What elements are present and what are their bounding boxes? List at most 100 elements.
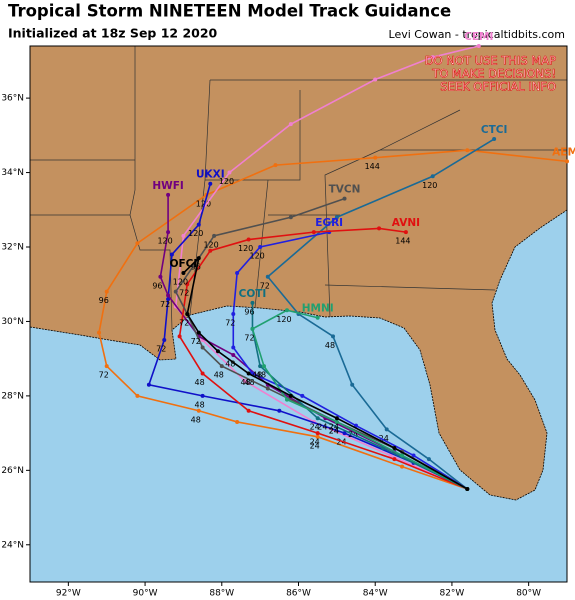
hour-label: 72 [260,281,270,290]
track-point [430,55,435,60]
track-point [185,282,190,287]
track-point [377,226,382,231]
track-point [403,230,408,235]
hour-label: 120 [173,278,188,287]
x-tick-label: 84°W [363,589,388,599]
track-point [388,453,393,458]
track-point [311,230,316,235]
track-point [246,408,251,413]
track-line [178,227,468,490]
hour-label: 72 [225,319,235,328]
track-point [135,241,140,246]
track-point [181,233,186,238]
track-point [246,371,251,376]
y-tick-label: 28°N [1,391,24,401]
track-point [284,397,289,402]
hour-label: 72 [156,345,166,354]
track-point [384,427,389,432]
hour-label: 48 [244,378,254,387]
track-point [250,300,255,305]
track-point [277,408,282,413]
hour-label: 48 [256,371,266,380]
hour-label: 24 [329,426,339,435]
track-point [265,274,270,279]
x-tick-label: 88°W [209,589,234,599]
track-point [392,457,397,462]
warning-line: TO MAKE DECISIONS! [431,67,556,81]
credit: Levi Cowan - tropicaltidbits.com [389,28,565,41]
hour-label: 72 [179,289,189,298]
track-point [212,233,217,238]
track-point [426,457,431,462]
track-point [315,315,320,320]
track-point [169,252,174,257]
track-point [135,393,140,398]
track-point [177,334,182,339]
track-point [231,352,236,357]
hour-label: 48 [195,400,205,409]
track-point [196,330,201,335]
track-point [315,431,320,436]
track-point [185,312,190,316]
track-point [273,163,278,168]
hour-label: 24 [310,441,320,450]
track-point [265,386,270,391]
track-line [266,138,495,490]
track-line [159,194,468,490]
title: Tropical Storm NINETEEN Model Track Guid… [8,2,451,21]
hour-label: 96 [99,296,109,305]
track-point [331,334,336,339]
track-point [430,174,435,179]
hour-label: 72 [160,300,170,309]
track-point [350,382,355,387]
hour-label: 72 [244,333,254,342]
y-tick-label: 32°N [1,243,24,253]
track-point [342,196,347,201]
track-point [284,308,289,313]
track-point [258,245,263,249]
track-point [200,345,205,350]
track-point [166,293,171,298]
model-label: EGRI [315,217,343,229]
warning-line: SEEK OFFICIAL INFO [440,80,556,94]
hour-label: 48 [252,371,262,380]
hour-label: 144 [395,237,410,246]
x-tick-label: 90°W [133,589,158,599]
track-point [400,453,405,458]
hour-label: 24 [310,423,320,432]
track-point [250,326,255,331]
track-point [465,486,470,491]
hour-label: 24 [329,426,339,435]
hour-label: 96 [152,281,162,290]
track-point [354,423,359,428]
track-point [235,271,240,276]
track-point [565,159,569,164]
track-point [373,155,378,160]
track-point [181,271,186,276]
track-line [232,231,468,490]
track-point [215,349,220,354]
track-point [208,248,213,253]
track-point [173,289,178,294]
track-point [200,393,205,398]
track-point [288,215,293,220]
track-point [373,77,378,82]
y-tick-label: 26°N [1,466,24,476]
model-label: TVCN [329,184,361,196]
hour-label: 24 [317,423,327,432]
x-tick-label: 82°W [439,589,464,599]
track-point [288,393,293,398]
y-tick-label: 30°N [1,317,24,327]
subtitle: Initialized at 18z Sep 12 2020 [8,26,218,41]
hour-label: 48 [325,341,335,350]
track-point [196,222,201,227]
hour-label: 96 [191,263,201,272]
track-point [196,408,201,413]
x-tick-label: 92°W [56,589,81,599]
track-point [242,379,247,383]
warning-line: DO NOT USE THIS MAP [425,54,556,68]
model-label: UKXI [196,169,225,181]
track-point [162,338,167,343]
hour-label: 120 [203,240,218,249]
track-point [231,345,236,350]
